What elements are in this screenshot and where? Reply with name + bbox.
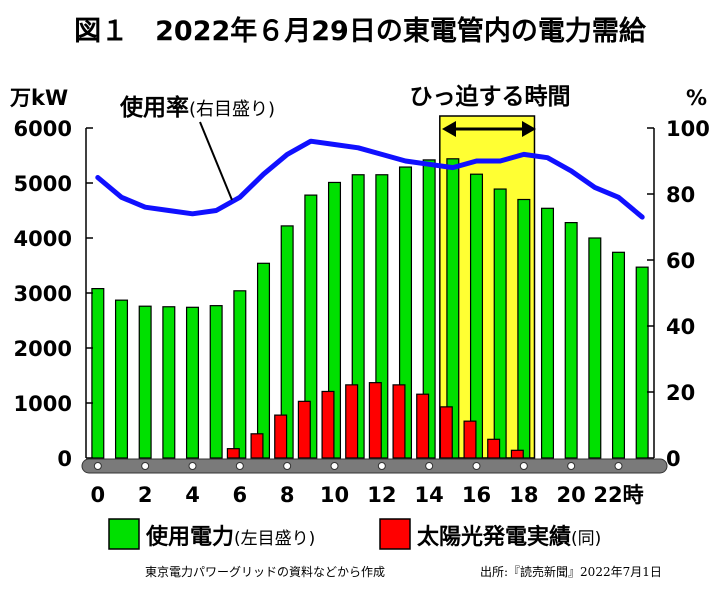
y-left-unit: 万kW (9, 86, 68, 110)
y-right-tick-label: 40 (666, 315, 695, 339)
bar-power-19 (540, 207, 555, 459)
line-annotation-leader (199, 121, 233, 201)
y-right-tick-label: 20 (666, 381, 695, 405)
bar-solar-12 (368, 382, 382, 459)
x-tick-dot (93, 462, 102, 470)
bar-solar-13 (392, 384, 406, 459)
bar-solar-9 (297, 400, 311, 459)
bar-solar-14 (416, 393, 430, 459)
x-tick-label: 14 (415, 483, 444, 507)
x-tick-dot (472, 462, 481, 470)
x-tick-dot (425, 462, 434, 470)
bar-power-22 (611, 251, 626, 459)
x-tick-label: 8 (280, 483, 295, 507)
bar-power-7 (256, 262, 271, 459)
bar-power-23 (635, 266, 649, 459)
source-note-right: 出所:『読売新聞』2022年7月1日 (480, 564, 662, 579)
y-right-tick-label: 100 (666, 117, 710, 141)
y-left-tick-label: 5000 (14, 172, 72, 196)
x-tick-label: 2 (138, 483, 153, 507)
bar-power-17 (493, 188, 507, 459)
usage-rate-polyline (95, 138, 645, 220)
x-tick-dot (567, 462, 576, 470)
x-tick-label: 12 (367, 483, 396, 507)
bar-solar-18 (510, 449, 524, 459)
x-tick-dot (188, 462, 197, 470)
bar-power-20 (564, 222, 578, 459)
x-tick-dot (283, 462, 292, 470)
y-left-tick-label: 2000 (14, 337, 72, 361)
chart-title: 図１ 2022年６月29日の東電管内の電力需給 (74, 15, 647, 47)
x-tick-dot (519, 462, 528, 470)
bar-power-3 (162, 306, 176, 459)
bar-solar-8 (274, 414, 288, 459)
bar-power-18 (517, 198, 531, 459)
bar-solar-17 (487, 438, 501, 459)
y-right-unit: % (686, 86, 707, 110)
highlight-label: ひっ迫する時間 (410, 83, 571, 110)
line-annotation: 使用率(右目盛り) (119, 94, 275, 121)
bar-power-2 (138, 305, 152, 459)
bars (91, 158, 649, 459)
x-axis-rail (81, 458, 668, 474)
bar-power-4 (185, 306, 200, 459)
legend-label-power: 使用電力(左目盛り) (145, 525, 315, 550)
usage-rate-line (95, 138, 645, 220)
bar-solar-11 (345, 384, 359, 459)
y-right-tick-label: 60 (666, 249, 695, 273)
double-arrow (442, 121, 536, 137)
y-right-tick-label: 80 (666, 183, 695, 207)
source-note-left: 東京電力パワーグリッドの資料などから作成 (145, 565, 385, 579)
x-tick-label: 6 (233, 483, 248, 507)
y-left-tick-label: 4000 (14, 227, 72, 251)
x-tick-label: 10 (320, 483, 349, 507)
x-tick-label: 20 (557, 483, 586, 507)
y-right-tick-label: 0 (666, 447, 681, 471)
x-tick-dot (235, 462, 244, 470)
y-left-tick-label: 6000 (14, 117, 72, 141)
x-tick-label: 4 (185, 483, 200, 507)
bar-power-16 (469, 173, 484, 459)
bar-power-21 (588, 237, 602, 459)
bar-solar-6 (226, 448, 240, 459)
legend-swatch-power (108, 518, 140, 550)
x-tick-dot (330, 462, 339, 470)
bar-power-6 (233, 290, 247, 459)
bar-solar-16 (463, 420, 477, 459)
y-left-tick-label: 1000 (14, 392, 72, 416)
x-tick-label: 22時 (593, 483, 643, 507)
x-tick-label: 16 (462, 483, 491, 507)
bar-power-1 (114, 299, 129, 459)
bar-solar-15 (439, 406, 453, 459)
x-tick-dot (377, 462, 386, 470)
bar-power-5 (209, 305, 223, 459)
bar-solar-10 (321, 390, 335, 459)
x-tick-dot (141, 462, 150, 470)
legend-label-solar: 太陽光発電実績(同) (417, 524, 601, 550)
bar-power-0 (91, 288, 105, 459)
legend-swatch-solar (379, 518, 411, 550)
y-left-tick-label: 3000 (14, 282, 72, 306)
x-tick-label: 0 (91, 483, 106, 507)
bar-solar-7 (250, 433, 264, 459)
y-left-tick-label: 0 (57, 447, 72, 471)
x-tick-label: 18 (509, 483, 538, 507)
x-tick-dot (614, 462, 623, 470)
legend: 使用電力(左目盛り) 太陽光発電実績(同) (108, 518, 601, 550)
